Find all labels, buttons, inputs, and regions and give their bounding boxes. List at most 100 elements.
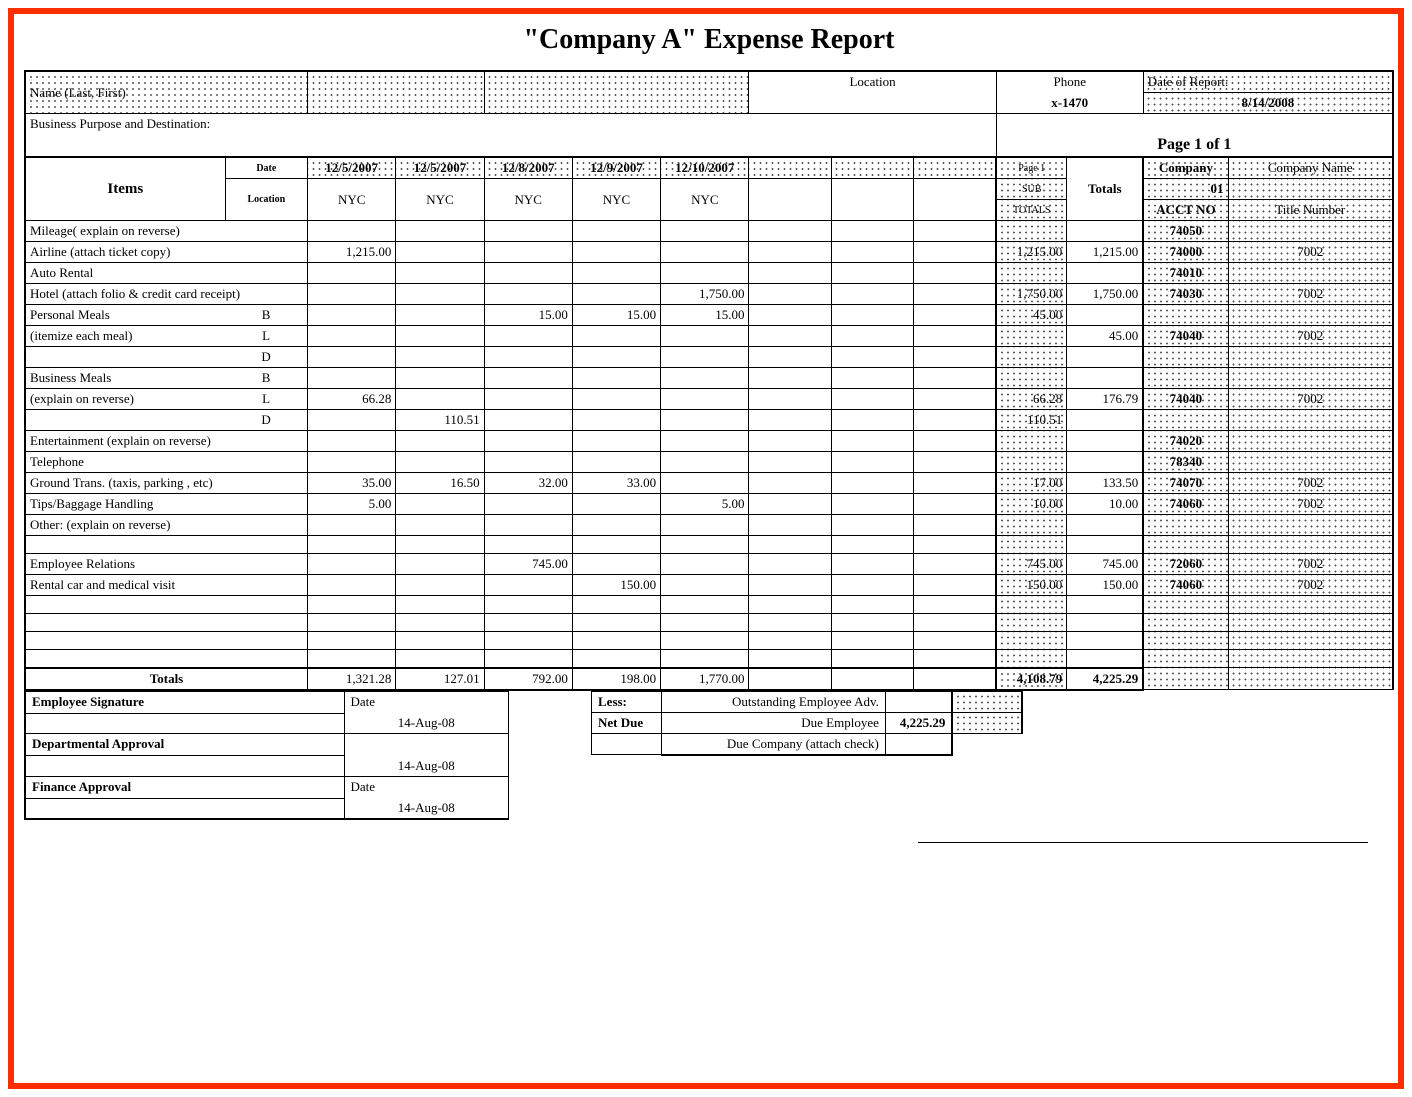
row-day-7 — [914, 221, 996, 242]
row-total — [1067, 596, 1144, 614]
row-titleno — [1228, 452, 1393, 473]
row-acct — [1143, 596, 1228, 614]
row-day-1 — [396, 596, 484, 614]
row-day-2 — [484, 221, 572, 242]
row-day-5 — [749, 389, 831, 410]
row-acct: 72060 — [1143, 554, 1228, 575]
row-day-0 — [308, 347, 396, 368]
row-label — [25, 596, 308, 614]
emp-sig-date-val: 14-Aug-08 — [344, 713, 508, 734]
row-day-5 — [749, 473, 831, 494]
row-titleno: 7002 — [1228, 284, 1393, 305]
row-day-1 — [396, 221, 484, 242]
row-day-6 — [831, 536, 913, 554]
row-day-1 — [396, 614, 484, 632]
row-day-1 — [396, 368, 484, 389]
row-day-6 — [831, 596, 913, 614]
row-day-6 — [831, 473, 913, 494]
phone-label: Phone — [996, 71, 1143, 93]
row-day-4: 15.00 — [661, 305, 749, 326]
loc-col-5 — [749, 179, 831, 221]
row-day-3 — [572, 596, 660, 614]
row-day-7 — [914, 515, 996, 536]
row-pagesub — [996, 614, 1067, 632]
row-total: 150.00 — [1067, 575, 1144, 596]
row-total: 176.79 — [1067, 389, 1144, 410]
purpose-label: Business Purpose and Destination: — [25, 114, 996, 135]
row-day-5 — [749, 431, 831, 452]
row-day-6 — [831, 515, 913, 536]
row-day-5 — [749, 554, 831, 575]
row-day-1 — [396, 284, 484, 305]
row-day-4: 1,750.00 — [661, 284, 749, 305]
row-day-4 — [661, 263, 749, 284]
row-day-0: 1,215.00 — [308, 242, 396, 263]
row-total — [1067, 263, 1144, 284]
totals-label: Totals — [25, 668, 308, 690]
row-label: (explain on reverse) — [25, 389, 225, 410]
row-day-7 — [914, 305, 996, 326]
row-sub: D — [225, 410, 307, 431]
date-col-5 — [749, 157, 831, 179]
date-report-label: Date of Report: — [1143, 71, 1393, 93]
row-day-2 — [484, 431, 572, 452]
purpose-blank-2 — [25, 134, 996, 157]
company-hdr: Company — [1143, 157, 1228, 179]
loc-col-4: NYC — [661, 179, 749, 221]
row-day-6 — [831, 347, 913, 368]
report-title: "Company A" Expense Report — [24, 24, 1394, 56]
row-acct — [1143, 632, 1228, 650]
row-acct: 74040 — [1143, 389, 1228, 410]
row-acct: 74050 — [1143, 221, 1228, 242]
row-label — [25, 347, 225, 368]
row-titleno — [1228, 431, 1393, 452]
row-day-0: 5.00 — [308, 494, 396, 515]
row-day-0 — [308, 368, 396, 389]
row-pagesub — [996, 431, 1067, 452]
dept-appr-line — [25, 756, 344, 777]
row-titleno — [1228, 221, 1393, 242]
date-col-4: 12/10/2007 — [661, 157, 749, 179]
row-titleno — [1228, 536, 1393, 554]
footer-rule — [918, 842, 1368, 843]
row-day-4 — [661, 410, 749, 431]
row-day-4 — [661, 242, 749, 263]
row-acct: 74060 — [1143, 494, 1228, 515]
row-day-6 — [831, 614, 913, 632]
row-day-5 — [749, 347, 831, 368]
row-day-5 — [749, 596, 831, 614]
row-day-3 — [572, 389, 660, 410]
row-titleno — [1228, 596, 1393, 614]
row-total — [1067, 347, 1144, 368]
row-day-4 — [661, 368, 749, 389]
row-day-3: 15.00 — [572, 305, 660, 326]
row-label: Entertainment (explain on reverse) — [25, 431, 308, 452]
less-label: Less: — [592, 691, 662, 712]
page-info: Page 1 of 1 — [996, 134, 1393, 157]
row-day-3 — [572, 410, 660, 431]
row-pagesub: 110.51 — [996, 410, 1067, 431]
row-day-2 — [484, 326, 572, 347]
dept-date-val: 14-Aug-08 — [344, 756, 508, 777]
dept-date-blank — [344, 734, 508, 756]
row-day-6 — [831, 650, 913, 668]
row-sub: B — [225, 305, 307, 326]
row-day-5 — [749, 326, 831, 347]
totals-d7 — [914, 668, 996, 690]
row-acct — [1143, 536, 1228, 554]
row-total: 1,750.00 — [1067, 284, 1144, 305]
fin-appr-label: Finance Approval — [25, 776, 344, 798]
due-comp-val — [885, 733, 952, 755]
row-day-3 — [572, 632, 660, 650]
row-titleno — [1228, 632, 1393, 650]
row-day-4 — [661, 536, 749, 554]
row-label: Tips/Baggage Handling — [25, 494, 308, 515]
row-day-0 — [308, 452, 396, 473]
date-hdr-label: Date — [225, 157, 307, 179]
signatures-left: Employee Signature Date 14-Aug-08 Depart… — [24, 691, 509, 821]
row-total — [1067, 632, 1144, 650]
row-day-2 — [484, 650, 572, 668]
row-titleno: 7002 — [1228, 389, 1393, 410]
date-col-1: 12/5/2007 — [396, 157, 484, 179]
emp-sig-date-label: Date — [344, 691, 508, 713]
